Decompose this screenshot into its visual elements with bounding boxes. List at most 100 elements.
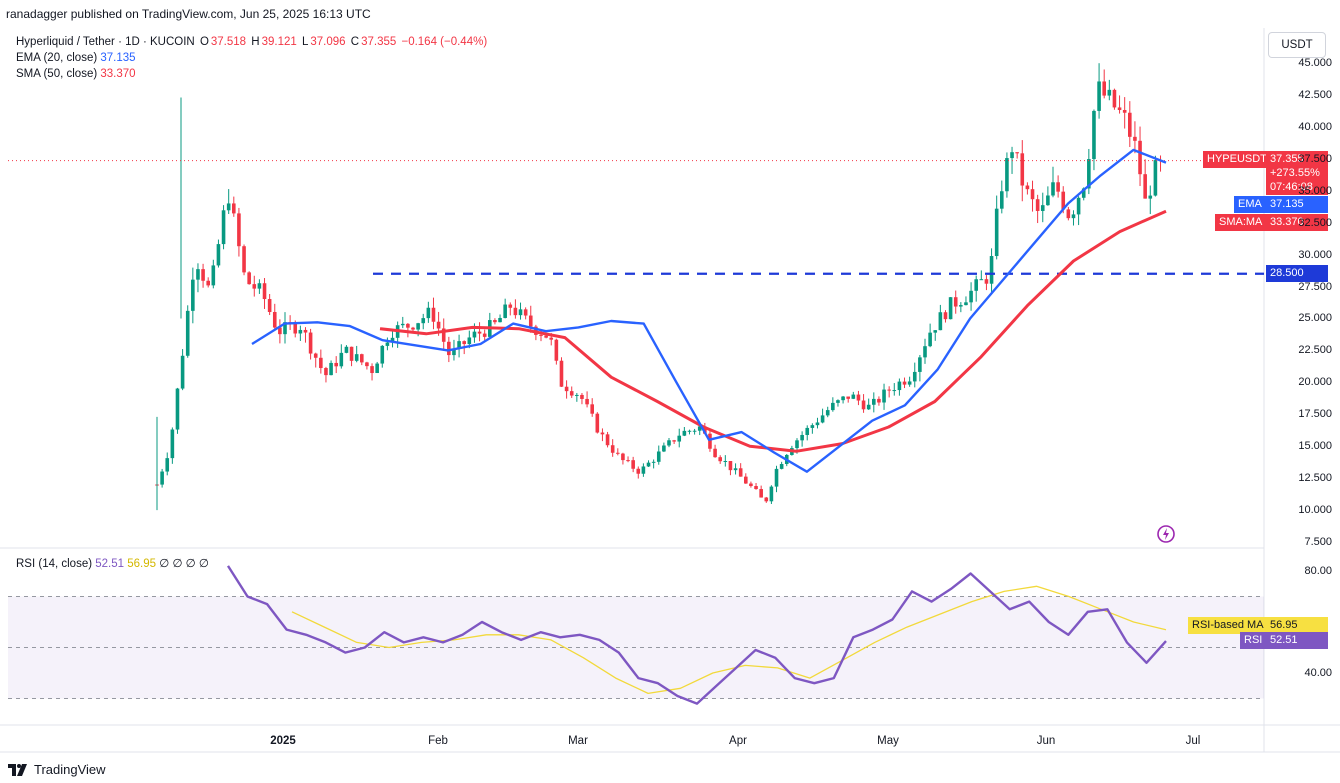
candle-body <box>918 357 922 372</box>
candle-body <box>447 341 451 356</box>
candle-body <box>1015 152 1019 154</box>
symbol-tag: HYPEUSDT <box>1203 151 1271 168</box>
candle-body <box>805 427 810 435</box>
candle-body <box>764 497 769 502</box>
pair-title[interactable]: Hyperliquid / Tether · 1D · KUCOIN <box>16 36 195 48</box>
candle-body <box>948 297 953 320</box>
candle-body <box>672 440 676 442</box>
candle-body <box>759 489 763 498</box>
time-tick-label: Feb <box>428 735 448 747</box>
candle-body <box>994 208 999 257</box>
tradingview-brand: TradingView <box>34 762 106 777</box>
candle-body <box>375 363 379 374</box>
candle-body <box>933 330 938 333</box>
price-tick-label: 25.000 <box>1298 312 1332 325</box>
ema-legend-label: EMA (20, close) <box>16 52 98 64</box>
sma-legend[interactable]: SMA (50, close) 33.370 <box>16 66 489 82</box>
sma-legend-label: SMA (50, close) <box>16 68 98 80</box>
candle-body <box>1092 110 1096 160</box>
candle-body <box>339 352 344 367</box>
candle-body <box>431 307 436 322</box>
candle-body <box>508 304 513 308</box>
time-tick-label: May <box>877 735 899 747</box>
candle-body <box>329 362 333 376</box>
candle-body <box>272 312 277 328</box>
candle-body <box>544 335 548 338</box>
candle-body <box>943 312 948 320</box>
rsi-pane <box>8 565 1264 705</box>
candle-body <box>744 476 748 484</box>
candle-body <box>324 368 328 376</box>
currency-button[interactable]: USDT <box>1268 32 1326 58</box>
price-tick-label: 37.500 <box>1298 152 1332 165</box>
candle-body <box>513 307 518 316</box>
close-value: 37.355 <box>361 36 397 48</box>
candle-body <box>1000 191 1004 209</box>
candle-body <box>319 357 323 369</box>
price-tick-label: 27.500 <box>1298 280 1332 293</box>
price-tag-countdown: 07:46:08 <box>1270 181 1313 193</box>
candle-body <box>631 460 635 469</box>
candle-body <box>989 256 994 284</box>
candle-body <box>795 440 799 449</box>
candle-body <box>866 404 871 410</box>
candle-body <box>518 309 523 316</box>
candle-body <box>836 400 840 403</box>
candle-body <box>728 461 733 471</box>
open-value: 37.518 <box>210 36 247 48</box>
ema-tag-name: EMA <box>1234 196 1266 213</box>
candle-body <box>426 307 431 319</box>
candle-body <box>1040 205 1045 211</box>
candle-body <box>667 440 671 446</box>
candle-body <box>713 448 717 458</box>
candle-body <box>180 355 185 389</box>
price-tag-value: 37.355 <box>1270 153 1304 165</box>
rsi-line <box>226 565 1167 705</box>
open-label: O <box>199 36 209 48</box>
candle-body <box>1035 199 1040 211</box>
candle-body <box>1046 195 1050 206</box>
price-tick-label: 45.000 <box>1298 57 1332 69</box>
ema-legend[interactable]: EMA (20, close) 37.135 <box>16 50 489 66</box>
candle-body <box>1138 140 1142 175</box>
ema-tag-value: 37.135 <box>1266 196 1328 213</box>
candle-body <box>523 309 528 316</box>
candle-body <box>1005 158 1009 192</box>
candle-body <box>247 272 251 285</box>
time-tick-label: 2025 <box>270 735 296 747</box>
candle-body <box>1112 89 1117 108</box>
candle-body <box>211 265 216 286</box>
candle-body <box>554 339 559 361</box>
candle-body <box>682 430 687 436</box>
candle-body <box>1071 214 1076 219</box>
candle-body <box>278 327 282 335</box>
low-label: L <box>301 36 309 48</box>
rsi-tick-label: 80.00 <box>1304 565 1332 577</box>
candle-body <box>185 310 190 356</box>
price-tick-label: 17.500 <box>1298 408 1332 421</box>
rsi-legend[interactable]: RSI (14, close) 52.51 56.95 ∅ ∅ ∅ ∅ <box>16 556 209 570</box>
candle-body <box>820 415 825 423</box>
candle-body <box>641 466 646 474</box>
candle-body <box>662 445 666 452</box>
candle-body <box>718 457 722 462</box>
candle-body <box>400 323 405 326</box>
candle-body <box>283 322 287 335</box>
candle-body <box>452 348 456 356</box>
candle-body <box>344 346 349 353</box>
time-tick-label: Mar <box>568 735 588 747</box>
price-tick-label: 35.000 <box>1298 184 1332 197</box>
candle-body <box>1081 188 1086 198</box>
candle-body <box>646 462 651 467</box>
lightning-icon[interactable] <box>1156 524 1176 544</box>
candle-body <box>457 341 461 349</box>
candle-body <box>1133 136 1137 141</box>
tradingview-logo[interactable]: TradingView <box>8 762 106 777</box>
candle-body <box>216 244 221 266</box>
candle-body <box>605 434 610 446</box>
candle-body <box>708 433 712 449</box>
candle-body <box>360 354 364 363</box>
candle-body <box>1102 81 1106 96</box>
ohlc-line: Hyperliquid / Tether · 1D · KUCOIN O 37.5… <box>16 34 489 50</box>
